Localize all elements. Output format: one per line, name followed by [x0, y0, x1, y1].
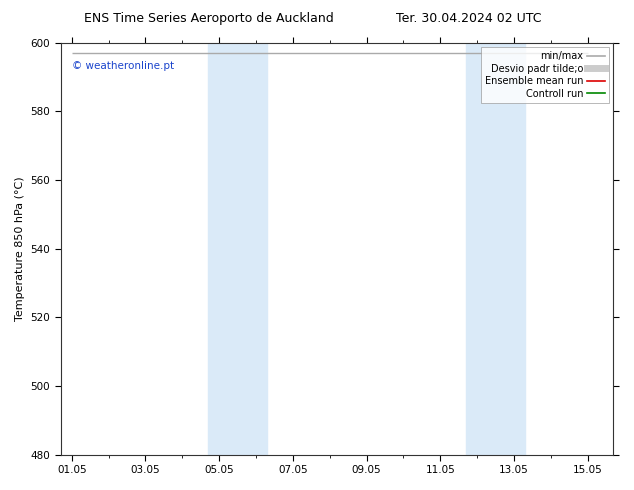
Text: Ter. 30.04.2024 02 UTC: Ter. 30.04.2024 02 UTC — [396, 12, 542, 25]
Text: © weatheronline.pt: © weatheronline.pt — [72, 61, 174, 71]
Bar — [466, 43, 525, 455]
Bar — [208, 43, 267, 455]
Y-axis label: Temperature 850 hPa (°C): Temperature 850 hPa (°C) — [15, 176, 25, 321]
Legend: min/max, Desvio padr tilde;o, Ensemble mean run, Controll run: min/max, Desvio padr tilde;o, Ensemble m… — [481, 48, 609, 102]
Text: ENS Time Series Aeroporto de Auckland: ENS Time Series Aeroporto de Auckland — [84, 12, 334, 25]
